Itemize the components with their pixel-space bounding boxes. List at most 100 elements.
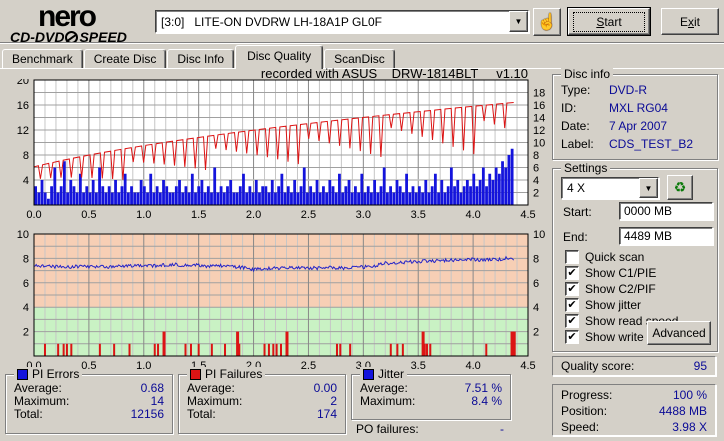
svg-text:2: 2 [533,327,539,339]
svg-text:3.5: 3.5 [411,360,426,372]
svg-text:20: 20 [17,79,29,87]
jitter-chart: 2 24 46 68 810 100.0 0.5 1.0 1.5 2.0 2.5 3.0 3.5 4.0 4… [17,229,546,372]
scan-speed-select[interactable]: 4 X ▼ [561,177,659,199]
checkbox-label: Show jitter [585,298,642,312]
disc-info-label: ID: [561,101,577,115]
svg-text:0.5: 0.5 [81,209,96,221]
tab-bar: Benchmark Create Disc Disc Info Disc Qualit… [2,45,396,69]
checkbox-icon[interactable]: ✔ [565,298,579,312]
progress-panel: Progress: 100 % Position: 4488 MB Speed:… [552,384,716,436]
jitter-stats-title: Jitter [378,367,405,381]
svg-text:2: 2 [23,327,29,339]
start-button-label: Start [573,11,645,32]
end-position-field[interactable]: 4489 MB [619,227,713,245]
checkbox-icon[interactable]: ✔ [565,330,579,344]
checkbox-icon[interactable]: ✔ [565,266,579,280]
checkbox-row-show-c1-pie[interactable]: ✔ Show C1/PIE [565,265,713,281]
refresh-icon: ♻ [673,179,687,195]
chevron-down-icon: ▼ [644,183,653,193]
svg-text:2.5: 2.5 [301,209,316,221]
refresh-button[interactable]: ♻ [667,175,693,200]
disc-info-label: Date: [561,119,590,133]
drive-select-value: [3:0] LITE-ON DVDRW LH-18A1P GL0F [161,14,382,29]
nero-logo-text: nero [38,0,97,33]
svg-text:8: 8 [23,150,29,162]
chevron-down-icon: ▼ [514,17,523,26]
pi-failures-stats-title: PI Failures [205,367,263,381]
svg-text:0.5: 0.5 [81,360,96,372]
stat-row: Total: 174 [187,406,337,421]
svg-text:6: 6 [533,278,539,290]
disc-info-label: Type: [561,83,591,97]
svg-text:4: 4 [533,302,539,314]
stat-row: Maximum: 8.4 % [360,394,502,408]
stat-value: 14 [150,393,164,408]
disc-info-row: Label: CDS_TEST_B2 [561,137,709,155]
disc-info-title: Disc info [561,67,614,81]
svg-text:2.5: 2.5 [301,360,316,372]
stat-value: 2 [330,393,337,408]
pi-errors-stats-title: PI Errors [32,367,80,381]
checkbox-label: Show C2/PIF [585,282,656,296]
start-position-label: Start: [563,205,592,219]
stat-label: Total: [187,406,216,421]
chart-recorded-with-caption: recorded with ASUS DRW-1814BLT v1.10 [260,66,528,81]
checkbox-row-show-c2-pif[interactable]: ✔ Show C2/PIF [565,281,713,297]
tab-scandisc[interactable]: ScanDisc [324,49,395,69]
position-value: 4488 MB [658,404,707,418]
svg-text:2.0: 2.0 [246,209,261,221]
quality-score-value: 95 [693,359,707,373]
svg-text:4: 4 [23,302,29,314]
svg-text:14: 14 [533,113,545,125]
quality-score-panel: Quality score: 95 [552,356,716,376]
checkbox-row-show-jitter[interactable]: ✔ Show jitter [565,297,713,313]
pi-errors-stats-groupbox: PI Errors Average: 0.68 Maximum: 14 Total: 12… [5,367,173,434]
disc-info-value: MXL RG04 [609,101,668,115]
advanced-button[interactable]: Advanced [647,321,711,345]
drive-select-dropdown-button[interactable]: ▼ [509,11,528,32]
svg-text:4: 4 [23,175,29,187]
tab-create-disc[interactable]: Create Disc [83,49,167,69]
svg-text:4: 4 [533,175,539,187]
stat-value: 0.00 [313,380,337,395]
pi-failures-legend-icon [190,368,201,380]
scan-speed-dropdown-button[interactable]: ▼ [639,178,658,198]
stat-value: 7.51 % [464,380,502,395]
svg-text:2: 2 [533,188,539,200]
svg-text:1.0: 1.0 [136,209,151,221]
svg-text:4.0: 4.0 [465,209,480,221]
eject-hand-button[interactable]: ☝ [533,8,561,36]
cd-dvd-speed-logo-text: CD-DVD SPEED [10,29,127,45]
stat-row: Average: 0.68 [14,380,164,395]
jitter-stats-groupbox: Jitter Average: 7.51 % Maximum: 8.4 % [351,367,511,420]
start-button[interactable]: Start [567,7,651,36]
advanced-button-label: Advanced [652,326,706,340]
svg-text:4.5: 4.5 [520,209,535,221]
stat-value: 174 [316,406,337,421]
checkbox-row-quick-scan[interactable]: Quick scan [565,249,713,265]
tab-disc-quality[interactable]: Disc Quality [235,45,324,69]
settings-groupbox: Settings 4 X ▼ ♻ Start: 0000 MB End: 448… [552,161,718,352]
po-failures-value: - [500,422,504,436]
checkbox-icon[interactable]: ✔ [565,314,579,328]
checkbox-label: Quick scan [585,250,645,264]
svg-text:0.0: 0.0 [26,209,41,221]
svg-text:16: 16 [17,100,29,112]
start-position-field[interactable]: 0000 MB [619,202,713,220]
drive-select[interactable]: [3:0] LITE-ON DVDRW LH-18A1P GL0F ▼ [155,10,529,33]
disc-info-value: DVD-R [609,83,647,97]
tab-benchmark[interactable]: Benchmark [2,49,83,69]
stat-label: Average: [14,380,62,395]
exit-button[interactable]: Exit [661,8,719,35]
svg-text:3.0: 3.0 [356,209,371,221]
checkbox-icon[interactable] [565,250,579,264]
disc-quality-tab-page [0,68,724,441]
stat-row: Average: 7.51 % [360,380,502,395]
svg-text:12: 12 [17,125,29,137]
settings-title: Settings [561,161,611,175]
checkbox-icon[interactable]: ✔ [565,282,579,296]
toolbar-separator [0,42,724,44]
tab-disc-info[interactable]: Disc Info [167,49,235,69]
stat-row: Maximum: 2 [187,393,337,408]
